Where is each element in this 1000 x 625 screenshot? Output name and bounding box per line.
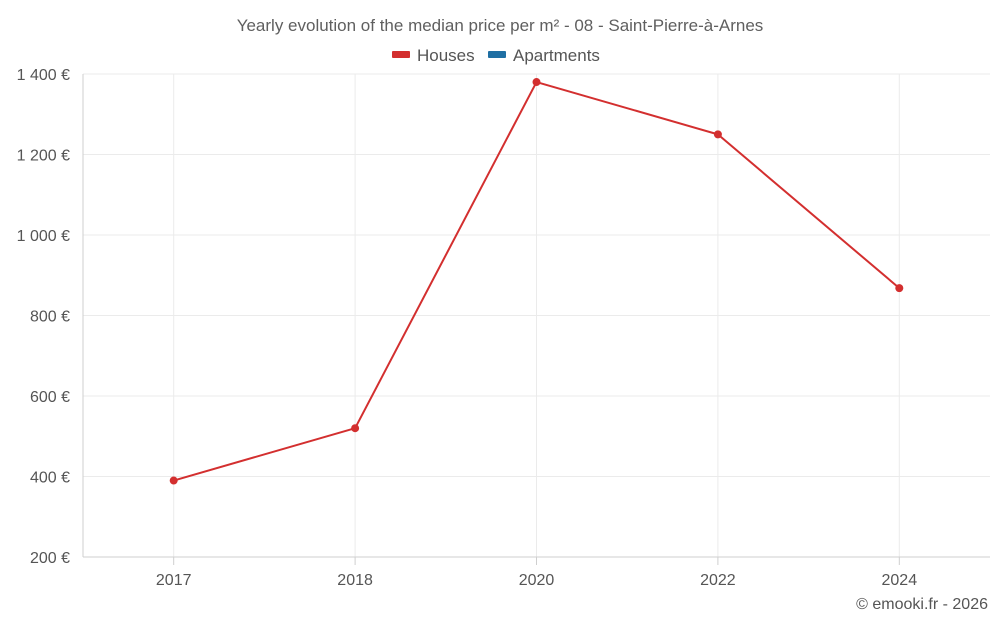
data-point[interactable]: 2020: 1380 € xyxy=(532,78,541,87)
legend: Houses Apartments xyxy=(392,46,600,65)
legend-swatch-apartments xyxy=(488,51,506,58)
y-tick-label: 200 € xyxy=(30,550,70,567)
legend-label-houses: Houses xyxy=(417,46,475,65)
chart-title: Yearly evolution of the median price per… xyxy=(237,16,764,35)
x-tick-label: 2017 xyxy=(156,572,192,589)
x-tick-label: 2022 xyxy=(700,572,736,589)
x-tick-label: 2018 xyxy=(337,572,373,589)
y-tick-label: 400 € xyxy=(30,470,70,487)
legend-item-apartments[interactable]: Apartments xyxy=(488,46,600,65)
data-point[interactable]: 2018: 520 € xyxy=(351,424,360,433)
legend-label-apartments: Apartments xyxy=(513,46,600,65)
x-tick-label: 2024 xyxy=(882,572,918,589)
y-tick-label: 1 400 € xyxy=(17,67,70,84)
legend-item-houses[interactable]: Houses xyxy=(392,46,475,65)
y-axis-ticks: 200 € 400 € 600 € 800 € 1 000 € 1 200 € 1 400 … xyxy=(17,67,70,567)
x-tick-label: 2020 xyxy=(519,572,555,589)
y-tick-label: 1 000 € xyxy=(17,228,70,245)
y-tick-label: 800 € xyxy=(30,309,70,326)
series-houses: 2017: 390 € 2018: 520 € 2020: 1380 € 2022: … xyxy=(169,78,904,485)
credit-text: © emooki.fr - 2026 xyxy=(856,596,988,613)
data-point[interactable]: 2022: 1250 € xyxy=(713,130,722,139)
data-point[interactable]: 2024: 868 € xyxy=(895,284,904,293)
data-point[interactable]: 2017: 390 € xyxy=(169,476,178,485)
grid xyxy=(83,73,990,557)
legend-swatch-houses xyxy=(392,51,410,58)
axes xyxy=(82,74,990,565)
y-tick-label: 1 200 € xyxy=(17,148,70,165)
x-axis-ticks: 2017 2018 2020 2022 2024 xyxy=(156,572,917,589)
y-tick-label: 600 € xyxy=(30,389,70,406)
